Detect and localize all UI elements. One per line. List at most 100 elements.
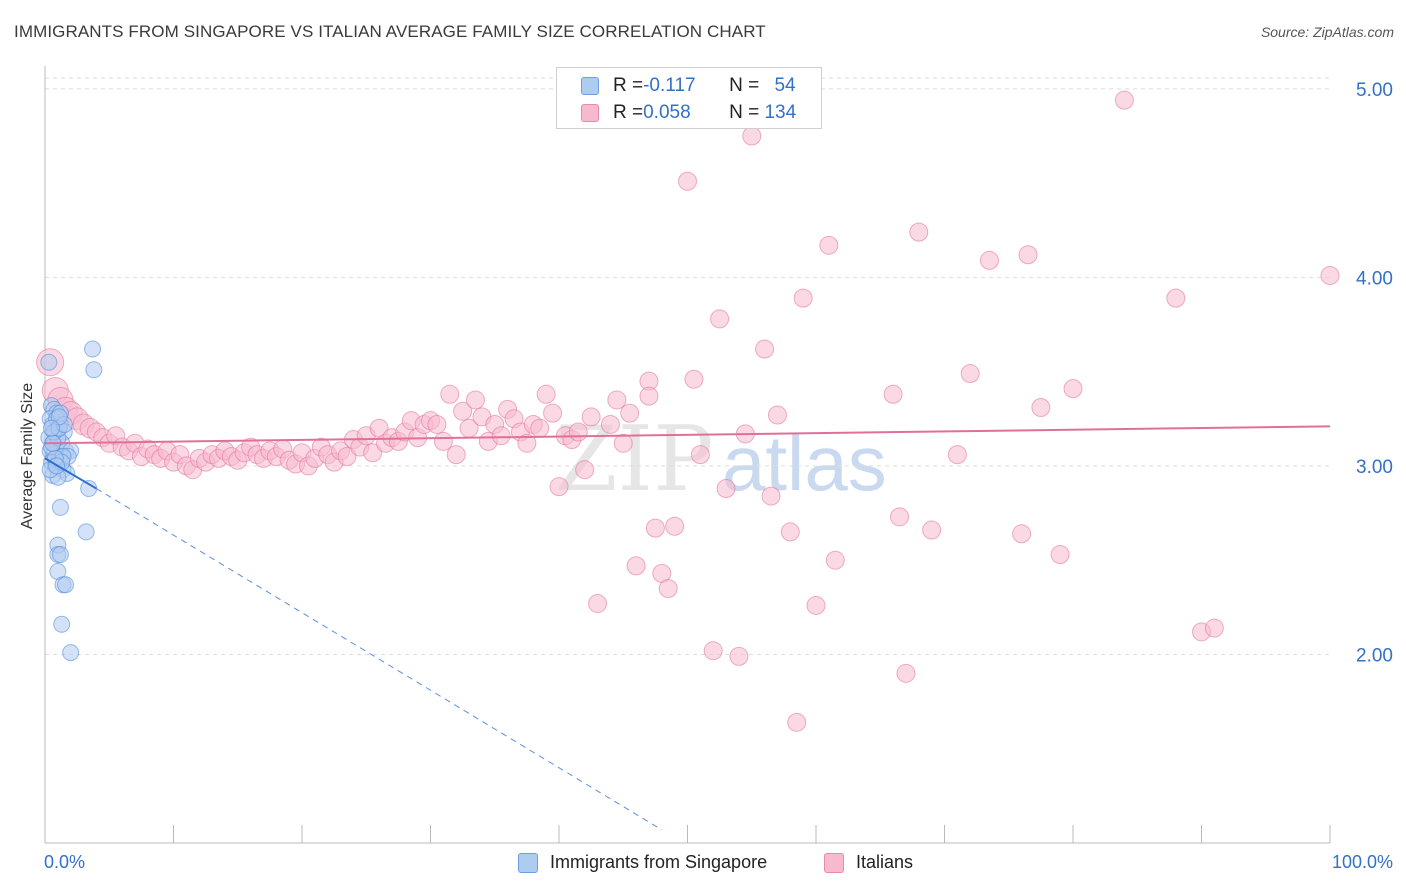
italians-point bbox=[1114, 90, 1134, 110]
italians-point bbox=[639, 386, 659, 406]
n-value: 134 bbox=[764, 102, 797, 123]
italians-point bbox=[793, 288, 813, 308]
n-value: 54 bbox=[774, 75, 796, 96]
r-label: R = bbox=[613, 102, 644, 123]
n-label: N = bbox=[729, 75, 765, 96]
italians-point bbox=[626, 556, 646, 576]
italians-point bbox=[960, 364, 980, 384]
italians-point bbox=[658, 578, 678, 598]
italians-point bbox=[1204, 618, 1224, 638]
italians-point bbox=[684, 369, 704, 389]
stats-legend: R = -0.117 N = 54 R = 0.058 N = 134 bbox=[556, 67, 822, 129]
italians-point bbox=[678, 171, 697, 191]
legend-swatch-singapore bbox=[581, 77, 599, 95]
italians-point bbox=[427, 414, 447, 434]
italians-point bbox=[806, 595, 826, 615]
italians-point bbox=[787, 712, 807, 732]
italians-point bbox=[337, 447, 357, 466]
italians-point bbox=[465, 390, 485, 410]
italians-point bbox=[446, 445, 466, 465]
italians-point bbox=[363, 443, 383, 463]
italians-point bbox=[433, 431, 453, 451]
singapore-point bbox=[84, 340, 102, 358]
italians-trend-line bbox=[44, 425, 1331, 445]
italians-point bbox=[549, 477, 569, 497]
italians-point bbox=[575, 460, 595, 480]
italians-point bbox=[1050, 545, 1070, 565]
italians-point bbox=[703, 641, 723, 661]
italians-point bbox=[710, 309, 730, 329]
legend-item-italians: Italians bbox=[824, 852, 913, 873]
singapore-trend-line bbox=[44, 457, 97, 490]
singapore-trend-extension bbox=[96, 488, 663, 831]
italians-point bbox=[1166, 288, 1186, 308]
italians-point bbox=[767, 405, 787, 425]
italians-point bbox=[755, 339, 775, 359]
gridlines bbox=[45, 77, 1330, 655]
legend-swatch-italians bbox=[824, 852, 844, 873]
italians-point bbox=[530, 418, 550, 438]
italians-point bbox=[1320, 266, 1340, 286]
y-tick-label: 2.00 bbox=[1356, 645, 1393, 666]
y-tick-labels: 2.00 3.00 4.00 5.00 bbox=[1356, 80, 1393, 667]
italians-point bbox=[1031, 397, 1051, 417]
y-tick-label: 3.00 bbox=[1356, 457, 1393, 478]
singapore-point bbox=[40, 353, 58, 371]
stats-legend-row-italians: R = 0.058 N = 134 bbox=[581, 101, 796, 125]
legend-label-italians: Italians bbox=[856, 852, 914, 872]
italians-point bbox=[729, 646, 749, 666]
italians-point bbox=[665, 516, 685, 536]
legend-item-singapore: Immigrants from Singapore bbox=[518, 852, 767, 873]
italians-point bbox=[600, 414, 620, 434]
italians-point bbox=[780, 522, 800, 542]
legend-swatch-singapore bbox=[518, 852, 538, 873]
italians-point bbox=[517, 433, 537, 453]
singapore-point bbox=[51, 498, 69, 516]
stats-legend-row-singapore: R = -0.117 N = 54 bbox=[581, 74, 796, 98]
italians-point bbox=[543, 403, 563, 423]
italians-point bbox=[761, 486, 781, 506]
italians-point bbox=[742, 126, 762, 146]
italians-point bbox=[440, 384, 460, 404]
italians-point bbox=[1063, 379, 1083, 399]
italians-point bbox=[607, 390, 627, 410]
italians-point bbox=[947, 445, 967, 465]
legend-label-singapore: Immigrants from Singapore bbox=[550, 852, 768, 872]
trend-lines bbox=[44, 425, 1331, 831]
series-legend: Immigrants from Singapore Italians bbox=[0, 852, 1406, 876]
italians-point bbox=[581, 407, 601, 427]
r-label: R = bbox=[613, 75, 644, 96]
y-tick-label: 5.00 bbox=[1356, 80, 1393, 101]
italians-point bbox=[883, 384, 903, 404]
singapore-point bbox=[85, 361, 103, 379]
n-label: N = bbox=[729, 102, 765, 123]
italians-point bbox=[825, 550, 845, 570]
italians-point bbox=[453, 401, 473, 421]
singapore-point bbox=[53, 615, 71, 633]
singapore-point bbox=[77, 523, 95, 541]
chart-title: IMMIGRANTS FROM SINGAPORE VS ITALIAN AVE… bbox=[14, 22, 766, 41]
italians-point bbox=[690, 445, 710, 465]
singapore-point bbox=[51, 546, 69, 564]
italians-point bbox=[536, 384, 556, 404]
r-value: 0.058 bbox=[643, 102, 691, 123]
italians-series bbox=[36, 90, 1340, 732]
italians-point bbox=[568, 422, 588, 442]
legend-swatch-italians bbox=[581, 104, 599, 122]
italians-point bbox=[645, 518, 665, 538]
r-value: -0.117 bbox=[643, 75, 696, 96]
y-tick-label: 4.00 bbox=[1356, 268, 1393, 289]
italians-point bbox=[896, 663, 916, 683]
italians-point bbox=[491, 426, 511, 446]
italians-point bbox=[819, 235, 839, 255]
italians-point bbox=[1012, 524, 1032, 544]
italians-point bbox=[613, 433, 633, 453]
italians-point bbox=[922, 520, 942, 540]
chart-source: Source: ZipAtlas.com bbox=[1260, 24, 1394, 40]
singapore-point bbox=[62, 644, 80, 662]
italians-point bbox=[716, 479, 736, 499]
italians-point bbox=[890, 507, 910, 527]
x-tick-label-min: 0.0% bbox=[44, 852, 86, 872]
italians-point bbox=[1018, 245, 1038, 265]
